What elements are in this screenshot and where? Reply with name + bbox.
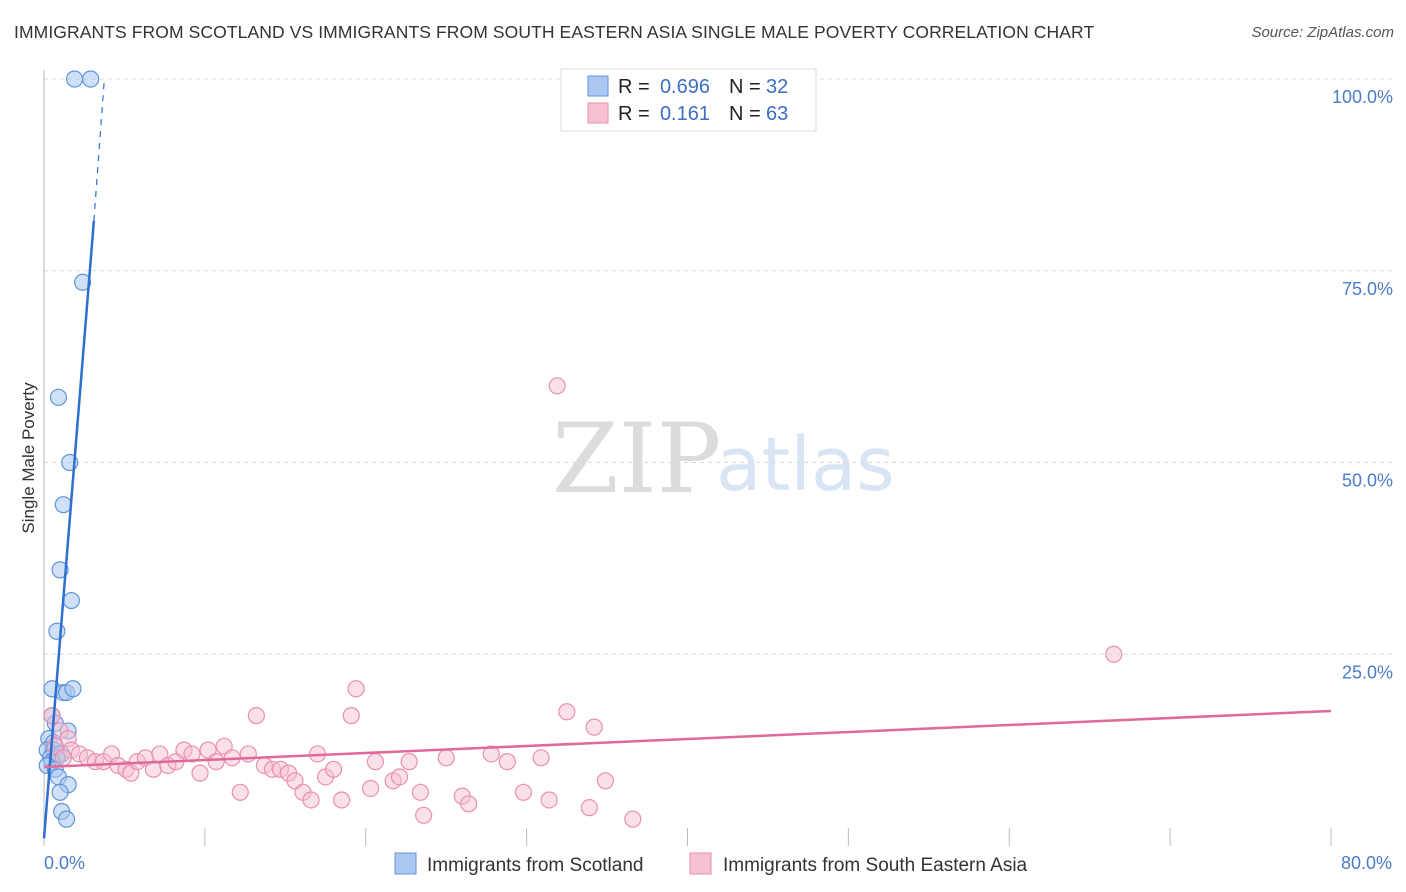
bottom-legend-swatch-scotland [394,852,417,875]
watermark-zip: ZIP [552,403,721,515]
sea-point [624,810,642,828]
sea-point [558,703,576,721]
scotland-point [51,561,69,579]
sea-point [361,779,380,798]
sea-point [247,707,265,725]
sea-point [437,749,455,767]
sea-point [183,745,201,763]
page-title: IMMIGRANTS FROM SCOTLAND VS IMMIGRANTS F… [14,22,1095,42]
sea-point [415,806,433,824]
sea-point [580,799,598,817]
sea-point [411,783,430,801]
legend-n-key-scotland: N = [729,76,761,98]
sea-point [548,377,566,395]
watermark: ZIP atlas [552,403,895,515]
sea-point [482,745,500,763]
sea-point [342,707,360,725]
legend-box: R = 0.696 N = 32 R = 0.161 N = 63 [560,68,817,132]
legend-r-key-scotland: R = [618,76,650,98]
sea-point [532,749,550,767]
scotland-trendline-extension [93,78,105,221]
scotland-point [54,496,72,514]
y-tick-label: 75.0% [1342,279,1393,299]
trendlines [42,78,1332,839]
scotland-point [64,680,82,698]
sea-point [400,753,418,771]
sea-point [231,783,249,801]
scotland-point [65,70,84,88]
sea-point [596,772,615,790]
legend-swatch-scotland [587,75,609,97]
scotland-point [49,388,68,406]
sea-point [514,783,533,801]
sea-trendline [43,709,1332,769]
sea-point [191,764,209,782]
x-tick-label-max: 80.0% [1341,853,1392,873]
x-tick-label-min: 0.0% [44,853,85,873]
legend-swatch-sea [587,102,609,124]
bottom-legend-label-sea: Immigrants from South Eastern Asia [723,855,1028,876]
y-axis-label: Single Male Poverty [19,382,38,534]
scotland-trendline [42,220,96,839]
legend-n-value-sea: 63 [766,103,788,125]
scotland-point [74,273,92,291]
legend-n-value-scotland: 32 [766,76,788,98]
y-tick-label: 50.0% [1342,471,1393,491]
sea-point [390,768,409,786]
watermark-atlas: atlas [716,422,895,508]
sea-point [324,760,343,778]
sea-point [333,791,351,809]
gridlines [44,78,1393,655]
legend-r-key-sea: R = [618,103,650,125]
bottom-legend-swatch-sea [689,852,712,875]
bottom-legend-label-scotland: Immigrants from Scotland [427,855,643,876]
y-axis-tick-labels: 25.0% 50.0% 75.0% 100.0% [1332,87,1393,682]
sea-point [540,791,558,809]
legend-r-value-scotland: 0.696 [660,76,710,98]
sea-point [43,707,61,725]
sea-point [1105,645,1123,663]
scotland-point [62,591,80,610]
sea-point [498,753,516,771]
scotland-point [51,783,69,801]
sea-point [347,680,365,698]
legend-r-value-sea: 0.161 [660,103,710,125]
bottom-legend: Immigrants from Scotland Immigrants from… [394,852,1028,876]
scotland-point [57,810,76,828]
sea-point [302,791,320,809]
x-axis-ticks [43,828,1332,846]
source-credit: Source: ZipAtlas.com [1251,24,1394,41]
sea-point [366,753,385,771]
sea-point [460,795,478,813]
sea-point [54,749,72,767]
scotland-point [48,622,66,640]
legend-n-key-sea: N = [729,103,761,125]
sea-point [585,718,603,736]
scotland-point [82,70,100,88]
y-tick-label: 25.0% [1342,662,1393,682]
y-tick-label: 100.0% [1332,87,1393,107]
sea-point [207,753,225,771]
